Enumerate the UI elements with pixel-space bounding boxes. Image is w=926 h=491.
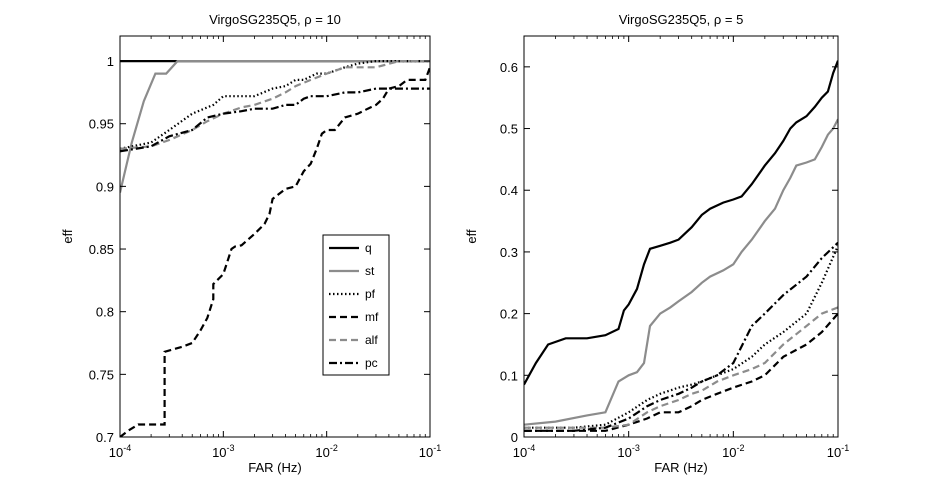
legend-label-mf: mf (365, 310, 379, 324)
y-tick-label: 0.6 (500, 60, 518, 75)
x-tick-label: 10-4 (513, 443, 535, 460)
y-tick-label: 0 (511, 430, 518, 445)
x-tick-label: 10-2 (722, 443, 744, 460)
series-pc-line (120, 87, 430, 153)
x-tick-label: 10-1 (827, 443, 849, 460)
y-tick-label: 0.8 (96, 305, 114, 320)
series-st-line (120, 59, 430, 193)
y-tick-label: 0.5 (500, 122, 518, 137)
legend-label-st: st (365, 264, 375, 278)
series-alf-line (524, 306, 838, 429)
y-tick-label: 0.9 (96, 179, 114, 194)
series-st-line (524, 118, 838, 426)
x-tick-label: 10-3 (212, 443, 234, 460)
y-tick-label: 0.1 (500, 368, 518, 383)
x-axis-label: FAR (Hz) (248, 460, 301, 475)
legend-label-pf: pf (365, 287, 376, 301)
series-group (120, 59, 430, 437)
legend-box (322, 234, 390, 376)
left-panel: 10-4 10-3 10-2 10-1 0.7 0.75 0.8 0.85 0.9 0.95 1 Vi… (60, 12, 441, 475)
y-axis-label: eff (60, 229, 75, 244)
chart-title: VirgoSG235Q5, ρ = 5 (619, 12, 744, 27)
x-tick-label: 10-4 (109, 443, 131, 460)
axes-frame (523, 35, 839, 438)
y-tick-label: 1 (107, 54, 114, 69)
axes-frame (119, 35, 431, 438)
y-tick-label: 0.85 (89, 242, 114, 257)
y-tick-label: 0.4 (500, 183, 518, 198)
x-tick-label: 10-3 (617, 443, 639, 460)
series-group (524, 60, 838, 432)
chart-title: VirgoSG235Q5, ρ = 10 (209, 12, 341, 27)
legend-label-alf: alf (365, 333, 378, 347)
y-tick-label: 0.2 (500, 307, 518, 322)
series-mf-line (120, 66, 430, 437)
y-tick-label: 0.7 (96, 430, 114, 445)
y-tick-label: 0.95 (89, 117, 114, 132)
y-tick-label: 0.75 (89, 367, 114, 382)
legend-label-q: q (365, 241, 372, 255)
series-mf-line (524, 312, 838, 432)
x-axis-label: FAR (Hz) (654, 460, 707, 475)
series-q-line (524, 60, 838, 386)
legend-label-pc: pc (365, 356, 378, 370)
series-pc-line (524, 241, 838, 432)
y-tick-label: 0.3 (500, 245, 518, 260)
legend: q st pf mf alf pc (322, 234, 390, 376)
right-panel: 10-4 10-3 10-2 10-1 0 0.1 0.2 0.3 0.4 0.5 0.6 Virgo… (464, 12, 849, 475)
y-axis-label: eff (464, 229, 479, 244)
x-tick-label: 10-1 (419, 443, 441, 460)
x-tick-label: 10-2 (315, 443, 337, 460)
